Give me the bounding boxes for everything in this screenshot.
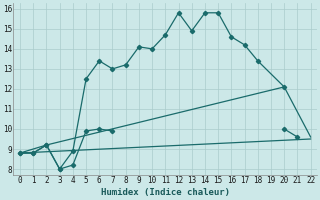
X-axis label: Humidex (Indice chaleur): Humidex (Indice chaleur) <box>101 188 230 197</box>
